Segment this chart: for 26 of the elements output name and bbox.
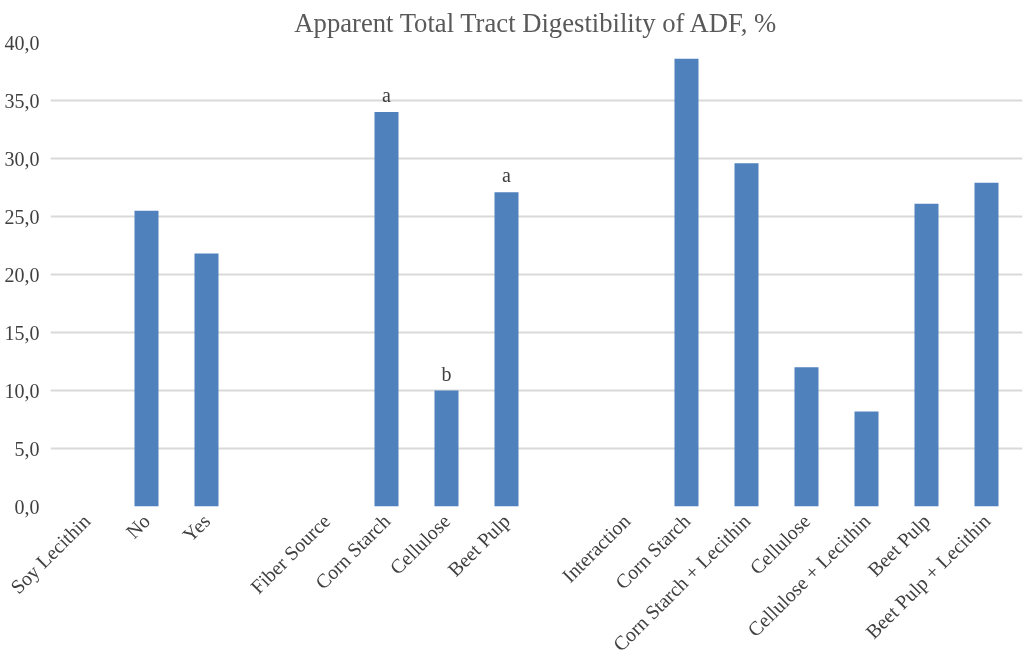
bar [194, 253, 219, 507]
bar [434, 390, 459, 507]
bar [374, 112, 399, 507]
x-tick-label: No [121, 509, 155, 543]
y-tick-label: 35,0 [4, 89, 40, 112]
y-tick-label: 30,0 [4, 147, 40, 170]
x-tick-label: Yes [178, 509, 215, 546]
y-tick-label: 20,0 [4, 263, 40, 286]
y-tick-label: 15,0 [4, 321, 40, 344]
bar [674, 58, 699, 507]
y-tick-label: 40,0 [4, 31, 40, 54]
y-tick-label: 10,0 [4, 379, 40, 402]
chart-title: Apparent Total Tract Digestibility of ADF, % [294, 7, 777, 38]
bar [734, 163, 759, 507]
bar [914, 203, 939, 507]
y-tick-label: 0,0 [14, 495, 40, 518]
annotation: b [441, 362, 452, 385]
bar [794, 367, 819, 507]
bar [494, 192, 519, 507]
annotation: a [382, 84, 392, 107]
bar [134, 210, 159, 507]
bar [974, 182, 999, 507]
y-tick-label: 25,0 [4, 205, 40, 228]
bar [854, 411, 879, 507]
annotation: a [502, 164, 512, 187]
y-tick-label: 5,0 [14, 437, 40, 460]
